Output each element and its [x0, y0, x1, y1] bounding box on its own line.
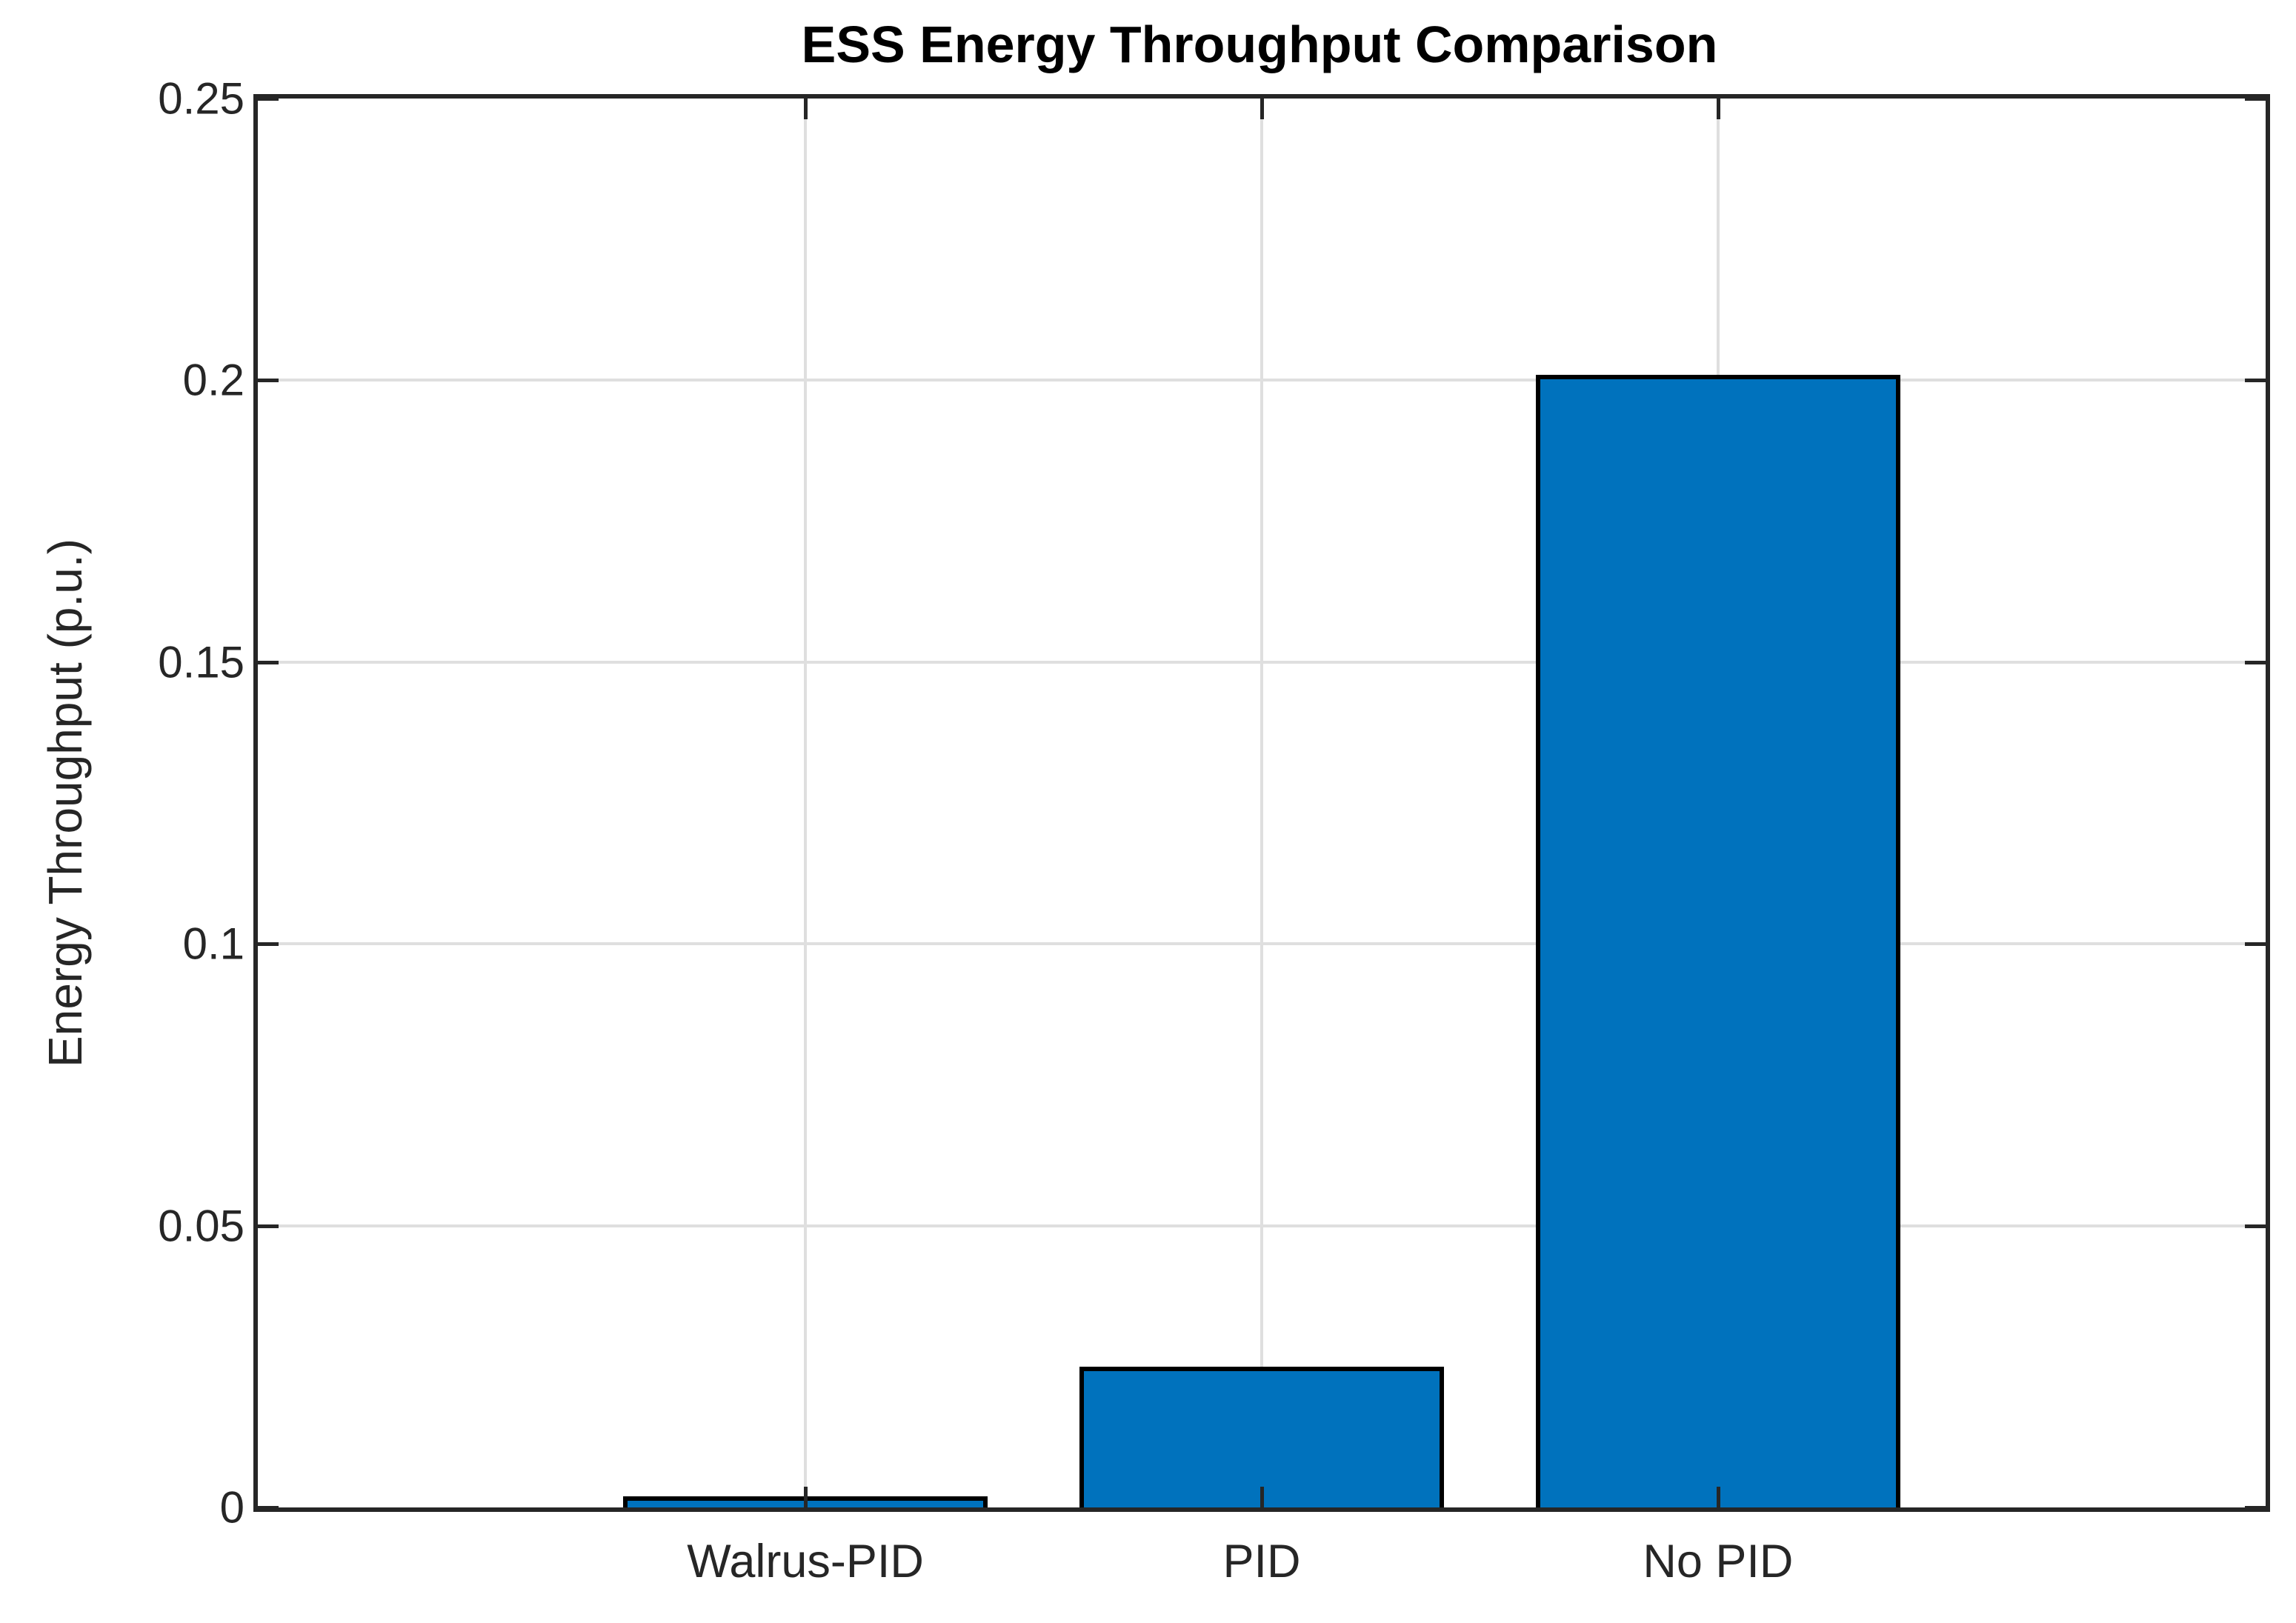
y-tick-mark: [258, 97, 279, 101]
plot-area: [253, 94, 2270, 1512]
x-tick-mark: [1716, 1487, 1720, 1507]
y-tick-mark: [2245, 1224, 2266, 1228]
y-tick-mark: [2245, 660, 2266, 664]
y-tick-mark: [258, 942, 279, 947]
y-tick-mark: [258, 379, 279, 383]
x-tick-label: PID: [1222, 1536, 1301, 1587]
y-tick-label: 0: [219, 1482, 244, 1533]
bar-no-pid: [1535, 374, 1901, 1507]
y-tick-label: 0.25: [158, 73, 244, 124]
y-tick-mark: [2245, 942, 2266, 947]
y-tick-label: 0.05: [158, 1201, 244, 1251]
x-tick-mark: [804, 99, 808, 119]
x-tick-mark: [804, 1487, 808, 1507]
y-tick-mark: [2245, 379, 2266, 383]
y-tick-label: 0.15: [158, 637, 244, 687]
bar-pid: [1079, 1366, 1445, 1507]
y-tick-label: 0.2: [182, 355, 244, 405]
y-tick-mark: [258, 1506, 279, 1510]
x-gridline: [1260, 99, 1263, 1507]
x-tick-mark: [1716, 99, 1720, 119]
y-tick-label: 0.1: [182, 919, 244, 969]
y-tick-mark: [258, 1224, 279, 1228]
y-axis-label: Energy Throughput (p.u.): [39, 539, 92, 1067]
y-tick-mark: [2245, 97, 2266, 101]
x-tick-mark: [1260, 1487, 1264, 1507]
y-tick-mark: [258, 660, 279, 664]
x-gridline: [804, 99, 808, 1507]
x-tick-mark: [1260, 99, 1264, 119]
x-tick-label: Walrus-PID: [687, 1536, 924, 1587]
y-tick-mark: [2245, 1506, 2266, 1510]
x-tick-label: No PID: [1643, 1536, 1794, 1587]
chart-title: ESS Energy Throughput Comparison: [801, 16, 1718, 73]
